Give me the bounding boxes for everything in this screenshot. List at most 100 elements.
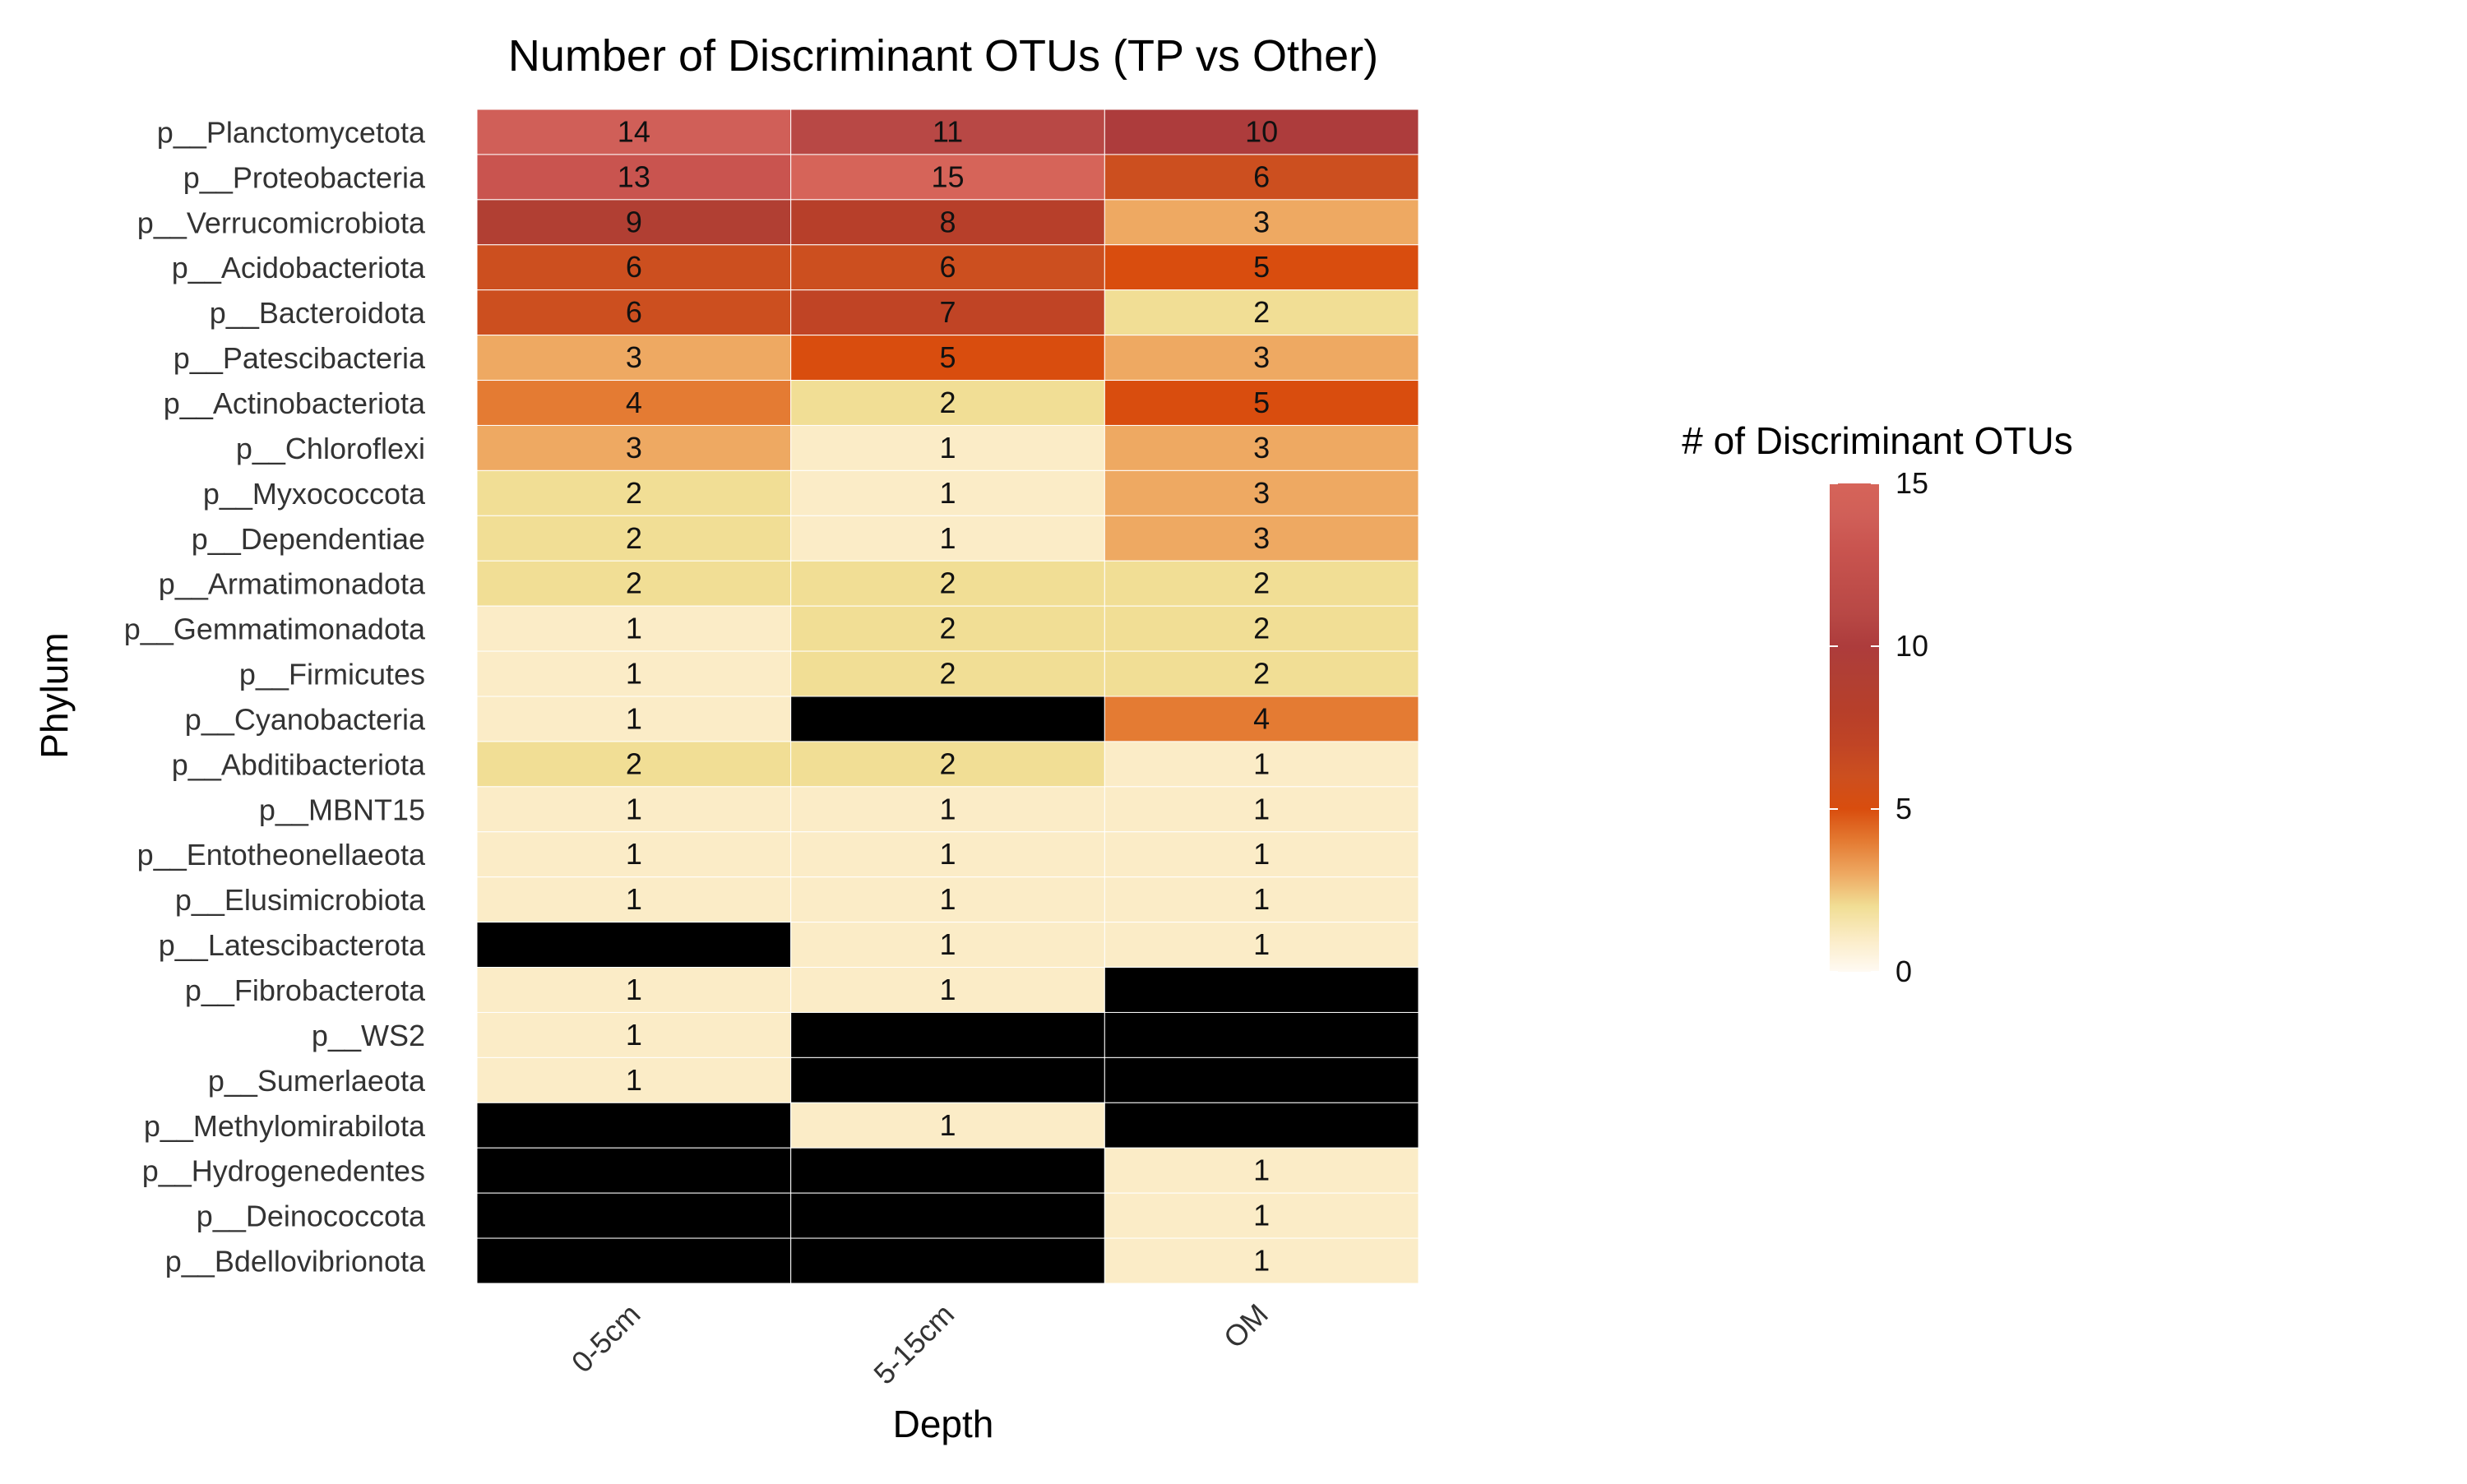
heatmap-cell [790,289,1105,336]
cell-value-label: 3 [1253,476,1270,510]
y-tick-label: p__Proteobacteria [183,160,426,194]
cell-value-label: 2 [1253,295,1270,329]
heatmap-cell [476,154,792,201]
x-tick-label: 0-5cm [565,1297,647,1380]
cell-value-label: 1 [939,927,956,961]
heatmap-cell [790,1056,1105,1103]
cell-value-label: 3 [1253,340,1270,374]
heatmap-cell [476,1147,792,1194]
heatmap-cell [476,922,792,969]
cell-value-label: 1 [939,973,956,1006]
heatmap-cell [1104,1102,1419,1149]
cell-value-label: 6 [1253,159,1270,193]
cell-value-label: 1 [626,1018,642,1052]
heatmap-cell [1104,154,1419,201]
y-tick-label: p__MBNT15 [259,793,425,826]
y-tick-label: p__Deinococcota [197,1200,426,1233]
color-legend: # of Discriminant OTUs 0 5 10 15 [1682,419,2072,988]
cell-value-label: 1 [939,521,956,555]
y-tick-label: p__Fibrobacterota [185,973,426,1007]
cell-value-label: 3 [626,431,642,465]
heatmap-cell [476,380,792,426]
cell-value-label: 2 [939,612,956,645]
cell-value-label: 4 [626,386,642,419]
heatmap-cell [790,696,1105,742]
heatmap-cell [790,831,1105,878]
cell-value-label: 1 [626,701,642,735]
cell-value-label: 6 [939,250,956,284]
cell-value-label: 5 [1253,386,1270,419]
chart-title: Number of Discriminant OTUs (TP vs Other… [508,31,1378,81]
heatmap-cell [476,1011,792,1058]
legend-tick-label: 15 [1895,466,1928,500]
cell-value-label: 9 [626,205,642,238]
y-tick-label: p__WS2 [312,1019,425,1052]
cell-value-label: 5 [1253,250,1270,284]
cell-value-label: 1 [939,792,956,825]
heatmap-cell [790,335,1105,381]
heatmap-cell [476,469,792,516]
y-tick-label: p__Latescibacterota [159,928,426,962]
y-tick-label: p__Hydrogenedentes [142,1154,425,1188]
cell-value-label: 2 [939,386,956,419]
cell-value-label: 1 [1253,747,1270,780]
heatmap-cell [476,741,792,788]
cell-value-label: 1 [1253,837,1270,871]
heatmap-cell [1104,380,1419,426]
cell-value-label: 1 [626,837,642,871]
cell-value-label: 3 [1253,205,1270,238]
cell-value-label: 1 [939,476,956,510]
heatmap-cell [1104,469,1419,516]
heatmap-cell [1104,831,1419,878]
heatmap-cell [790,922,1105,969]
heatmap-cell [1104,1192,1419,1239]
heatmap-cell [476,650,792,697]
heatmap-cell [790,1102,1105,1149]
cell-value-label: 2 [939,566,956,600]
cell-value-label: 6 [626,250,642,284]
heatmap-cell [1104,244,1419,291]
cell-value-label: 8 [939,205,956,238]
cell-value-label: 4 [1253,701,1270,735]
y-tick-label: p__Cyanobacteria [185,702,426,736]
legend-tick-label: 10 [1895,629,1928,663]
cell-value-label: 1 [1253,1244,1270,1278]
heatmap-cell [790,380,1105,426]
cell-value-label: 1 [1253,1153,1270,1187]
y-axis-title: Phylum [33,632,76,758]
heatmap-cell [790,876,1105,923]
x-axis-tick-labels: 0-5cm 5-15cm OM [565,1297,1275,1391]
heatmap-cell [1104,922,1419,969]
heatmap-cell [1104,605,1419,652]
cell-value-label: 1 [1253,1199,1270,1232]
y-tick-label: p__Planctomycetota [157,115,426,149]
legend-tick-label: 5 [1895,792,1912,825]
cell-value-label: 1 [626,657,642,691]
cell-value-label: 5 [939,340,956,374]
cell-value-label: 1 [939,431,956,465]
y-tick-label: p__Chloroflexi [236,432,425,465]
cell-value-label: 1 [1253,927,1270,961]
legend-colorbar [1830,483,1879,972]
cell-value-label: 2 [939,747,956,780]
heatmap-cell [476,696,792,742]
heatmap-cell [1104,696,1419,742]
x-tick-label: OM [1217,1297,1275,1355]
x-tick-label: 5-15cm [867,1297,960,1391]
cell-value-label: 2 [626,521,642,555]
heatmap-cell [1104,289,1419,336]
y-tick-label: p__Acidobacteriota [172,251,426,284]
y-tick-label: p__Armatimonadota [159,567,426,601]
heatmap-cell [1104,1147,1419,1194]
y-tick-label: p__Entotheonellaeota [137,838,426,871]
cell-value-label: 1 [939,837,956,871]
cell-value-label: 1 [626,612,642,645]
legend-tick-label: 0 [1895,955,1912,988]
heatmap-cell [1104,109,1419,155]
heatmap-cell [790,515,1105,562]
heatmap-cell [790,1192,1105,1239]
cell-value-label: 1 [939,1108,956,1142]
legend-ticks: 0 5 10 15 [1830,466,1928,988]
cell-value-label: 2 [626,566,642,600]
